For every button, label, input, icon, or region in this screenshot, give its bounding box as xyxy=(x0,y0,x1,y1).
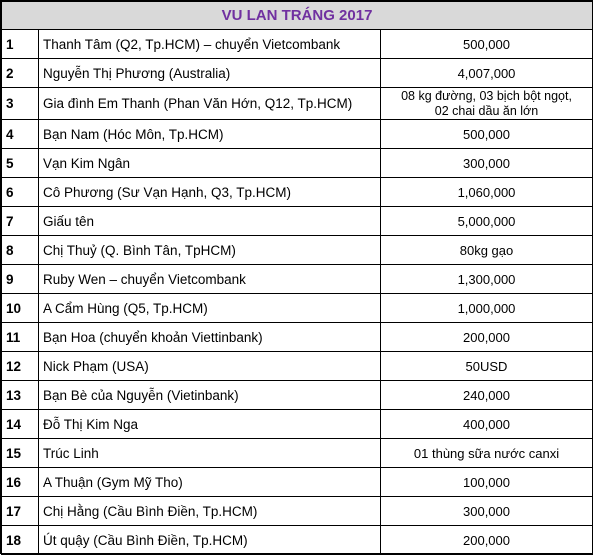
donor-name: Vạn Kim Ngân xyxy=(38,148,381,178)
donation-amount: 200,000 xyxy=(380,322,593,352)
donor-name: A Cẩm Hùng (Q5, Tp.HCM) xyxy=(38,293,381,323)
table-row: 17 Chị Hằng (Cầu Bình Điền, Tp.HCM) 300,00… xyxy=(1,496,593,526)
row-number: 15 xyxy=(1,438,39,468)
row-number: 16 xyxy=(1,467,39,497)
row-number: 4 xyxy=(1,119,39,149)
donor-name: Thanh Tâm (Q2, Tp.HCM) – chuyển Vietcomb… xyxy=(38,29,381,59)
donation-amount: 300,000 xyxy=(380,148,593,178)
donor-name: Bạn Nam (Hóc Môn, Tp.HCM) xyxy=(38,119,381,149)
row-number: 11 xyxy=(1,322,39,352)
table-row: 6 Cô Phương (Sư Vạn Hạnh, Q3, Tp.HCM) 1,06… xyxy=(1,177,593,207)
donation-amount-line: 02 chai dầu ăn lớn xyxy=(434,103,539,118)
donor-name: Chị Thuỷ (Q. Bình Tân, TpHCM) xyxy=(38,235,381,265)
table-row: 5 Vạn Kim Ngân 300,000 xyxy=(1,148,593,178)
donor-name: Nguyễn Thị Phương (Australia) xyxy=(38,58,381,88)
donation-amount: 08 kg đường, 03 bịch bột ngọt, 02 chai dầ… xyxy=(380,87,593,120)
donation-amount: 400,000 xyxy=(380,409,593,439)
table-row: 8 Chị Thuỷ (Q. Bình Tân, TpHCM) 80kg gạo xyxy=(1,235,593,265)
title-row: VU LAN TRÁNG 2017 xyxy=(1,1,593,30)
donor-name: A Thuận (Gym Mỹ Tho) xyxy=(38,467,381,497)
row-number: 12 xyxy=(1,351,39,381)
donor-name: Chị Hằng (Cầu Bình Điền, Tp.HCM) xyxy=(38,496,381,526)
table-row: 3 Gia đình Em Thanh (Phan Văn Hớn, Q12, T… xyxy=(1,87,593,120)
donation-amount: 100,000 xyxy=(380,467,593,497)
donation-amount: 1,300,000 xyxy=(380,264,593,294)
row-number: 18 xyxy=(1,525,39,555)
donation-amount-line: 08 kg đường, 03 bịch bột ngọt, xyxy=(401,88,572,103)
table-row: 9 Ruby Wen – chuyển Vietcombank 1,300,000 xyxy=(1,264,593,294)
table-title: VU LAN TRÁNG 2017 xyxy=(1,1,593,30)
table-row: 12 Nick Phạm (USA) 50USD xyxy=(1,351,593,381)
table-row: 11 Bạn Hoa (chuyển khoản Viettinbank) 200,… xyxy=(1,322,593,352)
donor-name: Gia đình Em Thanh (Phan Văn Hớn, Q12, Tp… xyxy=(38,87,381,120)
donation-amount: 200,000 xyxy=(380,525,593,555)
row-number: 13 xyxy=(1,380,39,410)
table-row: 15 Trúc Linh 01 thùng sữa nước canxi xyxy=(1,438,593,468)
donation-amount: 5,000,000 xyxy=(380,206,593,236)
donor-name: Nick Phạm (USA) xyxy=(38,351,381,381)
table-row: 18 Út quậy (Cầu Bình Điền, Tp.HCM) 200,000 xyxy=(1,525,593,555)
table-row: 13 Bạn Bè của Nguyễn (Vietinbank) 240,000 xyxy=(1,380,593,410)
donation-amount: 300,000 xyxy=(380,496,593,526)
table-row: 14 Đỗ Thị Kim Nga 400,000 xyxy=(1,409,593,439)
donation-amount: 4,007,000 xyxy=(380,58,593,88)
table-row: 16 A Thuận (Gym Mỹ Tho) 100,000 xyxy=(1,467,593,497)
donor-name: Trúc Linh xyxy=(38,438,381,468)
table-row: 2 Nguyễn Thị Phương (Australia) 4,007,000 xyxy=(1,58,593,88)
donor-name: Bạn Hoa (chuyển khoản Viettinbank) xyxy=(38,322,381,352)
donation-amount: 1,060,000 xyxy=(380,177,593,207)
donor-name: Giấu tên xyxy=(38,206,381,236)
donation-amount: 50USD xyxy=(380,351,593,381)
table-row: 10 A Cẩm Hùng (Q5, Tp.HCM) 1,000,000 xyxy=(1,293,593,323)
row-number: 3 xyxy=(1,87,39,120)
row-number: 2 xyxy=(1,58,39,88)
table-row: 1 Thanh Tâm (Q2, Tp.HCM) – chuyển Vietcom… xyxy=(1,29,593,59)
donation-amount: 1,000,000 xyxy=(380,293,593,323)
row-number: 7 xyxy=(1,206,39,236)
donor-name: Đỗ Thị Kim Nga xyxy=(38,409,381,439)
row-number: 5 xyxy=(1,148,39,178)
donor-name: Út quậy (Cầu Bình Điền, Tp.HCM) xyxy=(38,525,381,555)
row-number: 6 xyxy=(1,177,39,207)
table-row: 4 Bạn Nam (Hóc Môn, Tp.HCM) 500,000 xyxy=(1,119,593,149)
donation-amount: 01 thùng sữa nước canxi xyxy=(380,438,593,468)
donor-name: Cô Phương (Sư Vạn Hạnh, Q3, Tp.HCM) xyxy=(38,177,381,207)
row-number: 9 xyxy=(1,264,39,294)
donor-name: Bạn Bè của Nguyễn (Vietinbank) xyxy=(38,380,381,410)
donor-name: Ruby Wen – chuyển Vietcombank xyxy=(38,264,381,294)
row-number: 8 xyxy=(1,235,39,265)
donation-amount: 500,000 xyxy=(380,119,593,149)
donation-amount: 80kg gạo xyxy=(380,235,593,265)
row-number: 17 xyxy=(1,496,39,526)
row-number: 10 xyxy=(1,293,39,323)
row-number: 1 xyxy=(1,29,39,59)
row-number: 14 xyxy=(1,409,39,439)
table-row: 7 Giấu tên 5,000,000 xyxy=(1,206,593,236)
donation-amount: 240,000 xyxy=(380,380,593,410)
donation-amount: 500,000 xyxy=(380,29,593,59)
